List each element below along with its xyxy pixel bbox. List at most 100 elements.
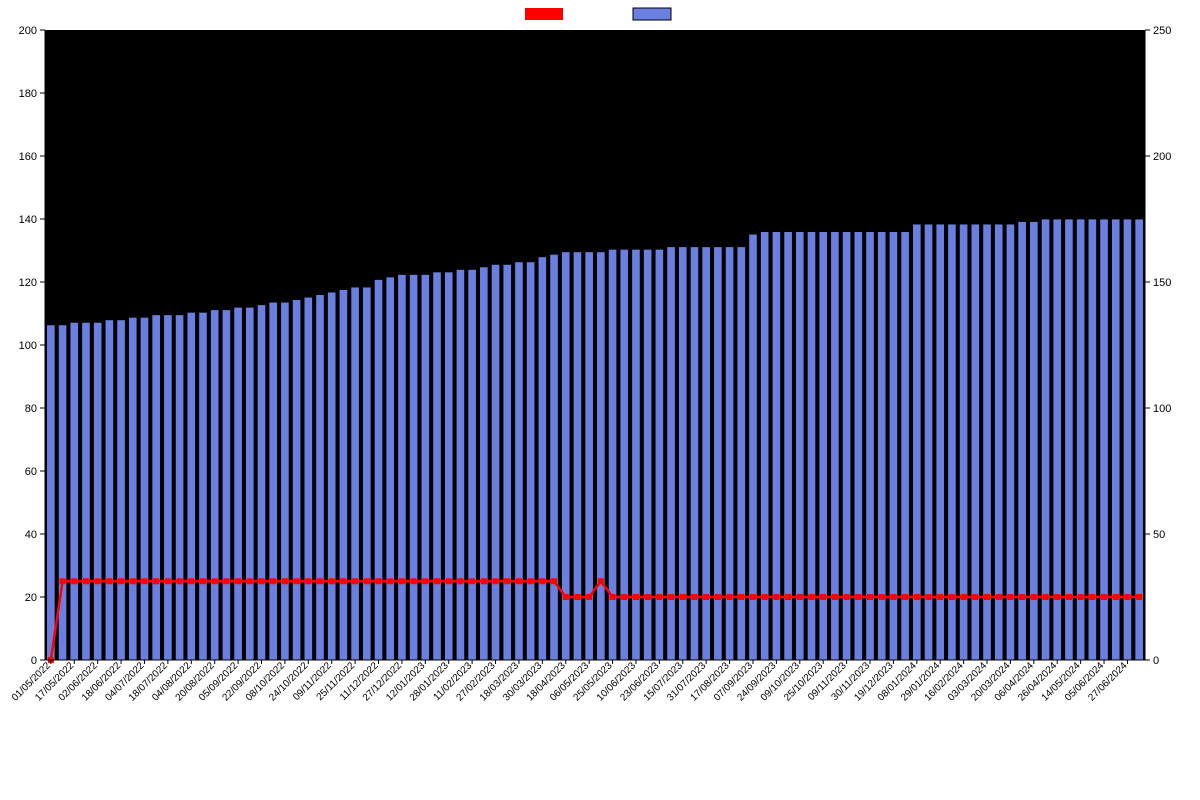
line-marker: [528, 578, 534, 584]
line-marker: [1078, 594, 1084, 600]
line-marker: [1043, 594, 1049, 600]
bar: [222, 310, 230, 660]
line-marker: [949, 594, 955, 600]
line-marker: [668, 594, 674, 600]
line-marker: [422, 578, 428, 584]
line-marker: [633, 594, 639, 600]
line-marker: [130, 578, 136, 584]
line-marker: [83, 578, 89, 584]
line-marker: [106, 578, 112, 584]
y-left-tick-label: 60: [25, 466, 37, 478]
line-marker: [1113, 594, 1119, 600]
y-left-tick-label: 120: [19, 277, 37, 289]
line-marker: [808, 594, 814, 600]
line-marker: [223, 578, 229, 584]
line-marker: [1019, 594, 1025, 600]
bar: [421, 274, 429, 660]
y-left-tick-label: 40: [25, 529, 37, 541]
y-left-tick-label: 140: [19, 214, 37, 226]
bar: [363, 287, 371, 660]
y-left-tick-label: 80: [25, 403, 37, 415]
line-marker: [656, 594, 662, 600]
line-marker: [118, 578, 124, 584]
bar: [1112, 219, 1120, 660]
bar: [316, 295, 324, 660]
line-marker: [539, 578, 545, 584]
line-marker: [247, 578, 253, 584]
line-marker: [890, 594, 896, 600]
line-marker: [235, 578, 241, 584]
line-marker: [867, 594, 873, 600]
line-marker: [352, 578, 358, 584]
line-marker: [200, 578, 206, 584]
bar: [269, 302, 277, 660]
bar: [526, 262, 534, 660]
line-marker: [282, 578, 288, 584]
y-left-tick-label: 0: [31, 655, 37, 667]
bar: [82, 322, 90, 660]
line-marker: [399, 578, 405, 584]
bar: [386, 277, 394, 660]
line-marker: [574, 594, 580, 600]
line-marker: [1101, 594, 1107, 600]
bar: [187, 312, 195, 660]
line-marker: [773, 594, 779, 600]
line-marker: [1136, 594, 1142, 600]
bar: [1065, 219, 1073, 660]
line-marker: [902, 594, 908, 600]
line-marker: [621, 594, 627, 600]
y-right-tick-label: 50: [1153, 529, 1165, 541]
bar: [210, 310, 218, 660]
bar: [1076, 219, 1084, 660]
y-right-tick-label: 100: [1153, 403, 1171, 415]
dual-axis-bar-line-chart: 0204060801001201401601802000501001502002…: [0, 0, 1200, 800]
line-marker: [715, 594, 721, 600]
bar: [597, 252, 605, 660]
line-marker: [914, 594, 920, 600]
line-marker: [212, 578, 218, 584]
bar: [374, 279, 382, 660]
line-marker: [60, 578, 66, 584]
line-marker: [1031, 594, 1037, 600]
bar: [398, 274, 406, 660]
line-marker: [680, 594, 686, 600]
bar: [515, 262, 523, 660]
legend-swatch-bar: [633, 8, 671, 20]
y-left-tick-label: 160: [19, 151, 37, 163]
line-marker: [329, 578, 335, 584]
y-right-tick-label: 250: [1153, 25, 1171, 37]
y-right-tick-label: 150: [1153, 277, 1171, 289]
bar: [480, 267, 488, 660]
line-marker: [844, 594, 850, 600]
line-marker: [493, 578, 499, 584]
line-marker: [961, 594, 967, 600]
line-marker: [165, 578, 171, 584]
line-marker: [645, 594, 651, 600]
bar: [1123, 219, 1131, 660]
line-marker: [305, 578, 311, 584]
line-marker: [762, 594, 768, 600]
line-marker: [797, 594, 803, 600]
line-marker: [1124, 594, 1130, 600]
bar: [93, 322, 101, 660]
bar: [117, 320, 125, 660]
line-marker: [738, 594, 744, 600]
bar: [58, 325, 66, 660]
bar: [550, 254, 558, 660]
line-marker: [188, 578, 194, 584]
line-marker: [481, 578, 487, 584]
bar: [292, 300, 300, 660]
line-marker: [469, 578, 475, 584]
line-marker: [457, 578, 463, 584]
bar: [1041, 219, 1049, 660]
legend-swatch-line: [525, 8, 563, 20]
bar: [175, 315, 183, 660]
line-marker: [832, 594, 838, 600]
bar: [445, 272, 453, 660]
line-marker: [785, 594, 791, 600]
line-marker: [551, 578, 557, 584]
line-marker: [446, 578, 452, 584]
line-marker: [1007, 594, 1013, 600]
bar: [503, 264, 511, 660]
line-marker: [820, 594, 826, 600]
